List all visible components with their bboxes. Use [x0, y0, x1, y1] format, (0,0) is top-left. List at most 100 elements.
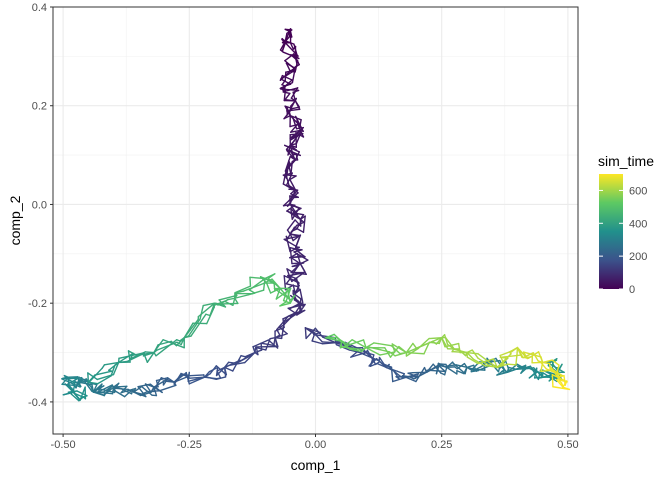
trajectory-segment	[110, 364, 116, 377]
trajectory-segment	[282, 203, 291, 207]
trajectory-segment	[78, 396, 84, 402]
trajectory-segment	[365, 351, 375, 361]
trajectory-segment	[284, 32, 288, 43]
trajectory-segment	[540, 356, 544, 364]
trajectory-segment	[209, 365, 218, 375]
trajectory-segment	[304, 327, 321, 334]
trajectory-segment	[443, 334, 449, 346]
trajectory-segment	[264, 277, 275, 285]
trajectory-segment	[265, 338, 271, 351]
trajectory-segment	[283, 108, 293, 120]
trajectory-segment	[254, 346, 267, 351]
trajectory-segment	[539, 361, 548, 370]
trajectory-segment	[289, 247, 297, 250]
trajectory-segment	[149, 383, 155, 388]
trajectory-segment	[276, 315, 290, 331]
trajectory-segment	[311, 340, 324, 345]
trajectory-segment	[282, 299, 291, 304]
trajectory-segment	[440, 372, 446, 376]
trajectory-segment	[189, 318, 199, 331]
trajectory-segment	[287, 292, 291, 304]
trajectory-segment	[289, 114, 301, 127]
trajectory-segment	[399, 351, 408, 355]
trajectory-segment	[379, 351, 396, 356]
trajectory-segment	[289, 175, 297, 181]
trajectory-segment	[299, 303, 306, 313]
trajectory-segment	[472, 364, 478, 372]
trajectory-segment	[153, 386, 163, 394]
trajectory-segment	[477, 358, 495, 365]
trajectory-segment	[452, 362, 466, 375]
trajectory-segment	[203, 376, 218, 380]
trajectory-segment	[294, 151, 300, 161]
trajectory-segment	[398, 345, 408, 354]
trajectory-segment	[111, 386, 115, 395]
trajectory-segment	[173, 372, 182, 385]
trajectory-segment	[437, 362, 448, 369]
trajectory-segment	[407, 372, 418, 378]
trajectory-segment	[466, 366, 473, 371]
trajectory-segment	[146, 351, 155, 364]
trajectory-segment	[61, 383, 75, 387]
trajectory-segment	[234, 297, 239, 305]
x-tick-label: 0.25	[431, 439, 452, 451]
trajectory-segment	[183, 335, 192, 339]
trajectory-segment	[223, 361, 230, 369]
trajectory-segment	[274, 334, 281, 339]
trajectory-segment	[289, 233, 301, 237]
trajectory-segment	[289, 68, 296, 72]
trajectory-segment	[154, 377, 163, 388]
trajectory-segment	[283, 238, 298, 248]
trajectory-segment	[304, 327, 307, 340]
trajectory-segment	[235, 355, 250, 365]
trajectory-segment	[509, 346, 519, 354]
trajectory-segment	[405, 351, 425, 355]
trajectory-segment	[408, 375, 415, 380]
trajectory-segment	[417, 337, 430, 350]
trajectory-segment	[226, 297, 236, 301]
trajectory-segment	[294, 60, 299, 73]
trajectory-segment	[289, 247, 293, 265]
trajectory-segment	[279, 302, 291, 307]
trajectory-segment	[444, 336, 455, 350]
trajectory-segment	[413, 371, 428, 380]
trajectory-segment	[218, 299, 227, 308]
trajectory-segment	[499, 350, 512, 357]
trajectory-segment	[61, 376, 69, 386]
trajectory-segment	[475, 365, 491, 372]
trajectory-segment	[526, 366, 537, 373]
trajectory-segment	[92, 383, 103, 393]
trajectory-segment	[294, 309, 306, 314]
trajectory-segment	[232, 297, 236, 307]
trajectory-segment	[70, 393, 80, 402]
trajectory-segment	[87, 372, 90, 383]
trajectory-segment	[284, 42, 299, 57]
trajectory-segment	[496, 363, 509, 369]
grid-lines	[53, 6, 578, 434]
trajectory-segment	[492, 358, 498, 369]
trajectory-segment	[267, 339, 279, 349]
trajectory-segment	[348, 349, 364, 355]
trajectory-segment	[368, 358, 378, 367]
trajectory-segment	[279, 70, 291, 81]
trajectory-segment	[287, 288, 291, 295]
trajectory-segment	[137, 386, 147, 398]
trajectory-segment	[405, 342, 414, 354]
trajectory-segment	[294, 288, 301, 295]
trajectory-segment	[444, 342, 460, 348]
trajectory-segment	[373, 342, 393, 347]
trajectory-segment	[284, 92, 291, 101]
trajectory-segment	[289, 132, 304, 136]
trajectory-segment	[140, 385, 153, 396]
trajectory-segment	[103, 361, 120, 366]
trajectory-segment	[269, 337, 276, 340]
trajectory-segment	[76, 390, 88, 397]
trajectory-segment	[362, 339, 367, 349]
trajectory-segment	[267, 273, 276, 280]
trajectory-segment	[369, 362, 378, 367]
trajectory-segment	[281, 79, 286, 86]
trajectory-segment	[291, 106, 301, 110]
trajectory-segment	[153, 344, 159, 354]
trajectory-segment	[157, 340, 172, 346]
